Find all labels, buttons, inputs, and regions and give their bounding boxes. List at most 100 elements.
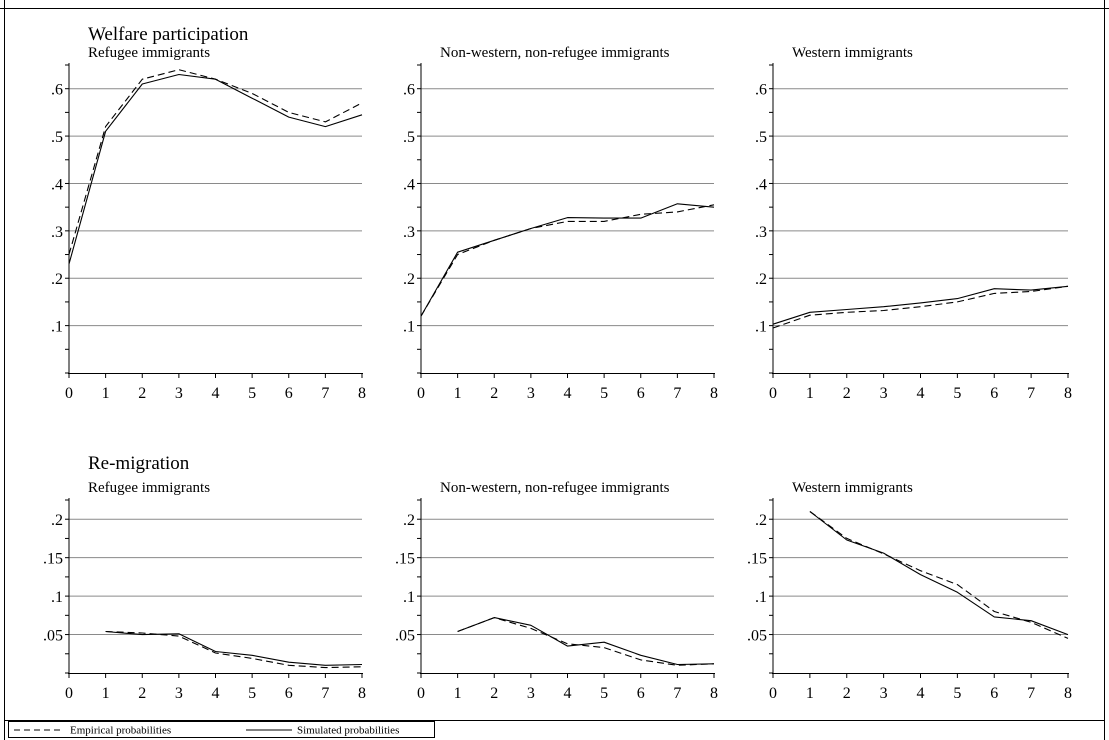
- x-tick-label: 0: [769, 385, 777, 402]
- y-tick-label: .6: [51, 82, 63, 99]
- y-tick-label: .15: [395, 551, 415, 568]
- y-tick-label: .15: [43, 551, 63, 568]
- x-tick-label: 5: [953, 385, 961, 402]
- y-tick-label: .1: [403, 319, 415, 336]
- x-tick-label: 1: [454, 685, 462, 702]
- series-line-empirical: [809, 511, 1069, 639]
- x-tick-label: 7: [1027, 685, 1035, 702]
- y-tick-label: .4: [755, 176, 767, 193]
- panel-1: Refugee immigrants .1 .2 .3 .4 .5 .6 0 1 2 3 4 5 6 7 8: [51, 45, 366, 402]
- y-tick-label: .2: [403, 512, 415, 529]
- x-tick-label: 6: [990, 685, 998, 702]
- section-title-remigration: Re-migration: [88, 453, 190, 474]
- x-tick-label: 5: [248, 685, 256, 702]
- x-tick-label: 3: [880, 685, 888, 702]
- x-tick-label: 7: [321, 685, 329, 702]
- series-line-empirical: [420, 204, 715, 317]
- panel-2: Non-western, non-refugee immigrants .1 .2.…: [403, 45, 718, 402]
- x-tick-label: 1: [806, 685, 814, 702]
- legend-box: [8, 721, 435, 738]
- y-tick-label: .3: [51, 224, 63, 241]
- panel-5: Non-western, non-refugee immigrants .05 .1…: [395, 480, 718, 702]
- series-line-simulated: [809, 511, 1069, 636]
- x-tick-label: 4: [212, 385, 220, 402]
- x-tick-label: 0: [769, 685, 777, 702]
- x-tick-label: 5: [953, 685, 961, 702]
- y-tick-label: .5: [755, 129, 767, 146]
- x-tick-label: 6: [637, 385, 645, 402]
- y-tick-label: .1: [51, 319, 63, 336]
- panel-4: Refugee immigrants .05 .1 .15 .2 0 1 2 3 4 5 6 7 8: [43, 480, 366, 702]
- x-tick-label: 1: [454, 385, 462, 402]
- x-tick-label: 4: [212, 685, 220, 702]
- y-tick-label: .05: [43, 628, 63, 645]
- x-tick-label: 8: [1064, 685, 1072, 702]
- x-tick-label: 2: [843, 685, 851, 702]
- x-tick-label: 2: [138, 685, 146, 702]
- x-tick-label: 6: [285, 685, 293, 702]
- y-tick-label: .2: [51, 512, 63, 529]
- x-tick-label: 0: [65, 685, 73, 702]
- series-line-empirical: [105, 630, 363, 669]
- legend: Empirical probabilities Simulated probab…: [8, 721, 435, 738]
- y-tick-label: .2: [755, 512, 767, 529]
- series-line-empirical: [772, 285, 1069, 329]
- x-tick-label: 5: [600, 685, 608, 702]
- y-tick-label: .4: [51, 176, 63, 193]
- y-tick-label: .3: [403, 224, 415, 241]
- panel-title: Western immigrants: [792, 480, 913, 496]
- x-tick-label: 1: [102, 385, 110, 402]
- x-tick-label: 3: [527, 385, 535, 402]
- y-tick-label: .2: [755, 271, 767, 288]
- x-tick-label: 7: [321, 385, 329, 402]
- x-tick-label: 0: [417, 385, 425, 402]
- x-tick-label: 3: [527, 685, 535, 702]
- y-tick-label: .5: [51, 129, 63, 146]
- panel-title: Non-western, non-refugee immigrants: [440, 45, 670, 61]
- x-tick-label: 3: [880, 385, 888, 402]
- x-tick-label: 4: [564, 385, 572, 402]
- x-tick-label: 0: [417, 685, 425, 702]
- x-tick-label: 8: [710, 385, 718, 402]
- legend-label-simulated: Simulated probabilities: [297, 725, 399, 737]
- section-title-welfare: Welfare participation: [88, 24, 249, 45]
- panel-title: Western immigrants: [792, 45, 913, 61]
- x-tick-label: 5: [248, 385, 256, 402]
- x-tick-label: 8: [710, 685, 718, 702]
- y-tick-label: .15: [747, 551, 767, 568]
- x-tick-label: 8: [1064, 385, 1072, 402]
- x-tick-label: 1: [806, 385, 814, 402]
- series-line-empirical: [68, 69, 363, 255]
- series-line-simulated: [420, 203, 715, 317]
- x-tick-label: 0: [65, 385, 73, 402]
- x-tick-label: 7: [673, 385, 681, 402]
- x-tick-label: 8: [358, 385, 366, 402]
- x-tick-label: 4: [917, 385, 925, 402]
- x-tick-label: 5: [600, 385, 608, 402]
- x-tick-label: 3: [175, 685, 183, 702]
- x-tick-label: 2: [843, 385, 851, 402]
- x-tick-label: 4: [564, 685, 572, 702]
- y-tick-label: .1: [403, 589, 415, 606]
- series-line-simulated: [105, 630, 363, 666]
- y-tick-label: .05: [747, 628, 767, 645]
- x-tick-label: 2: [490, 385, 498, 402]
- y-tick-label: .1: [755, 319, 767, 336]
- x-tick-label: 8: [358, 685, 366, 702]
- y-tick-label: .1: [51, 589, 63, 606]
- panel-6: Western immigrants .05 .1 .15 .2 0 1 2 3 4 5 6 7 8: [747, 480, 1072, 702]
- y-tick-label: .5: [403, 129, 415, 146]
- x-tick-label: 4: [917, 685, 925, 702]
- series-line-empirical: [457, 617, 715, 666]
- x-tick-label: 7: [1027, 385, 1035, 402]
- series-line-simulated: [772, 285, 1069, 325]
- y-tick-label: .6: [403, 82, 415, 99]
- x-tick-label: 6: [990, 385, 998, 402]
- x-tick-label: 6: [285, 385, 293, 402]
- x-tick-label: 3: [175, 385, 183, 402]
- panel-title: Refugee immigrants: [88, 45, 210, 61]
- series-line-simulated: [68, 73, 363, 265]
- x-tick-label: 2: [138, 385, 146, 402]
- y-tick-label: .05: [395, 628, 415, 645]
